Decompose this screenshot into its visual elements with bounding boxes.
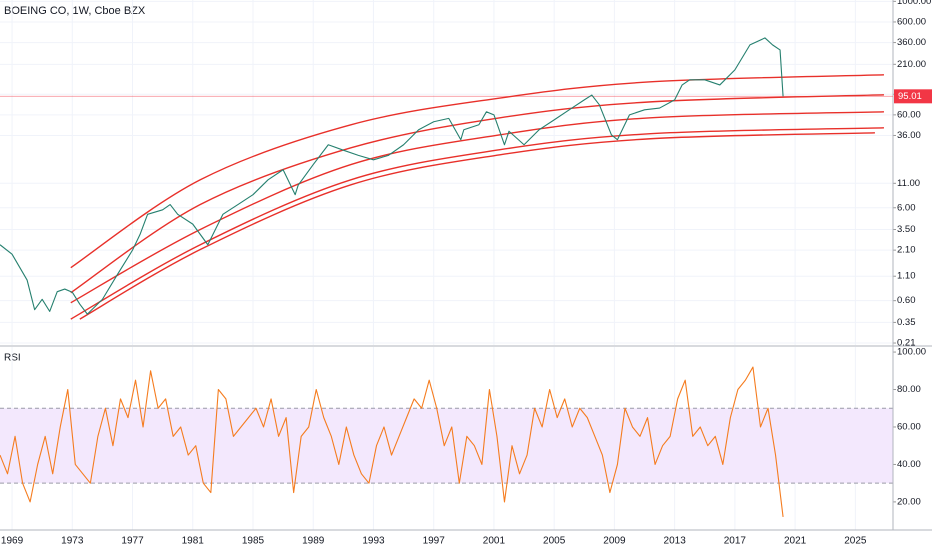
y-tick-label: 11.00: [897, 178, 920, 189]
y-tick-label: 0.60: [897, 295, 916, 306]
x-tick-label: 2017: [724, 536, 747, 547]
y-tick-label: 60.00: [897, 109, 921, 120]
x-tick-label: 2025: [844, 536, 867, 547]
y-tick-label: 2.10: [897, 245, 916, 256]
x-tick-label: 2001: [483, 536, 506, 547]
x-tick-label: 1989: [302, 536, 325, 547]
chart-title: BOEING CO, 1W, Cboe BZX: [4, 5, 146, 17]
last-price-tag: [894, 89, 932, 104]
channel-curve: [70, 111, 884, 304]
x-tick-label: 1969: [1, 536, 24, 547]
channel-curve: [70, 127, 884, 320]
rsi-line: [0, 366, 784, 517]
x-tick-label: 2021: [784, 536, 807, 547]
y-tick-label: 0.35: [897, 317, 916, 328]
channel-curve: [70, 74, 884, 269]
y-tick-label: 210.00: [897, 59, 926, 70]
x-tick-label: 1993: [362, 536, 385, 547]
channel-curve: [70, 94, 884, 294]
x-tick-label: 1973: [61, 536, 84, 547]
y-tick-label: 3.50: [897, 224, 916, 235]
x-tick-label: 2009: [603, 536, 626, 547]
price-line: [0, 37, 784, 315]
y-tick-label: 80.00: [897, 384, 921, 395]
x-tick-label: 1981: [182, 536, 205, 547]
y-tick-label: 20.00: [897, 496, 921, 507]
y-tick-label: 36.00: [897, 130, 921, 141]
y-tick-label: 1000.00: [897, 0, 931, 7]
y-tick-label: 100.00: [897, 347, 926, 358]
y-tick-label: 60.00: [897, 421, 921, 432]
y-tick-label: 600.00: [897, 16, 926, 27]
rsi-band: [0, 408, 893, 484]
y-tick-label: 6.00: [897, 202, 916, 213]
y-tick-label: 40.00: [897, 459, 921, 470]
last-price-label: 95.01: [898, 91, 922, 102]
x-tick-label: 1997: [423, 536, 446, 547]
y-tick-label: 0.21: [897, 338, 916, 349]
x-tick-label: 1985: [242, 536, 265, 547]
y-tick-label: 360.00: [897, 37, 926, 48]
y-tick-label: 1.10: [897, 271, 916, 282]
x-tick-label: 1977: [121, 536, 144, 547]
x-tick-label: 2005: [543, 536, 566, 547]
x-tick-label: 2013: [664, 536, 687, 547]
channel-curve: [79, 132, 875, 320]
